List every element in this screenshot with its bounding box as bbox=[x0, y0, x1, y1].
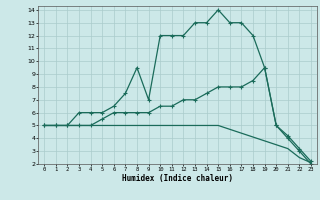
X-axis label: Humidex (Indice chaleur): Humidex (Indice chaleur) bbox=[122, 174, 233, 183]
